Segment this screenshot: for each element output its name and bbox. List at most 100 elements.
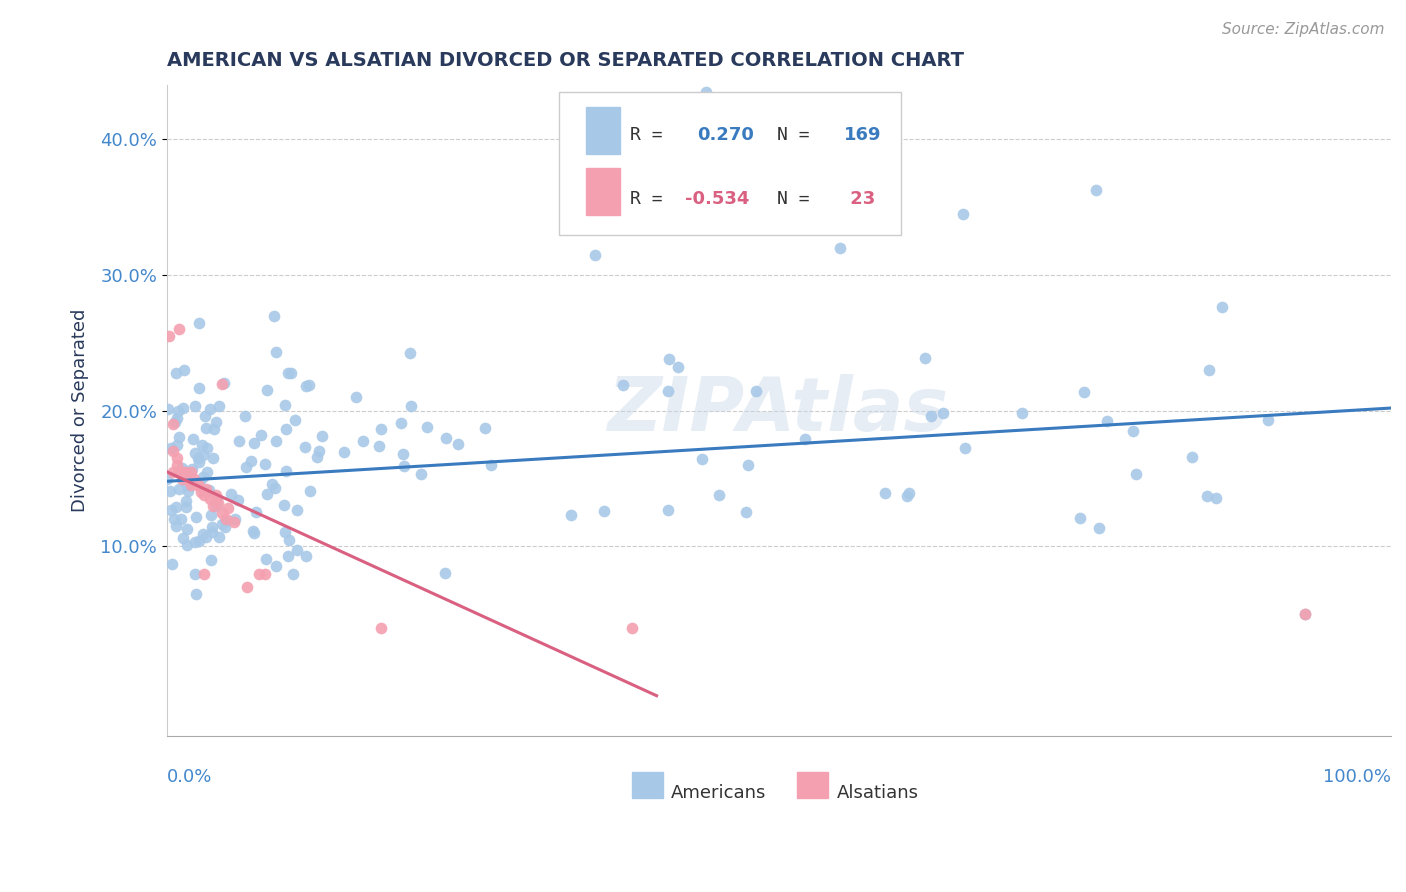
Point	[612, 377, 634, 392]
Point	[174, 465, 197, 479]
Point	[273, 498, 295, 512]
Point	[953, 441, 976, 455]
Point	[180, 465, 202, 479]
Point	[658, 351, 681, 366]
Point	[695, 85, 717, 99]
Point	[208, 399, 231, 413]
Point	[165, 518, 187, 533]
Point	[294, 440, 316, 454]
Point	[370, 422, 392, 436]
Point	[214, 514, 236, 528]
Point	[191, 438, 214, 452]
Text: 169: 169	[844, 127, 882, 145]
Point	[866, 153, 889, 167]
Point	[284, 413, 307, 427]
Point	[247, 566, 270, 581]
Text: N =: N =	[776, 190, 820, 208]
Point	[285, 503, 308, 517]
Point	[560, 508, 582, 522]
Point	[276, 422, 298, 436]
Point	[211, 376, 233, 391]
Point	[254, 552, 277, 566]
Point	[1073, 384, 1095, 399]
Point	[195, 421, 218, 435]
Point	[952, 207, 974, 221]
Point	[186, 586, 208, 600]
Point	[166, 410, 188, 425]
Point	[263, 481, 285, 495]
Point	[156, 472, 179, 486]
Point	[193, 470, 215, 484]
Bar	[633, 772, 662, 798]
Point	[263, 309, 285, 323]
Point	[162, 417, 184, 432]
Point	[191, 527, 214, 541]
Point	[184, 567, 207, 582]
Point	[205, 499, 228, 513]
Point	[897, 486, 920, 500]
Point	[346, 390, 368, 404]
Point	[294, 549, 316, 563]
Point	[1088, 521, 1111, 535]
Point	[172, 468, 194, 483]
Point	[180, 478, 202, 492]
Point	[200, 508, 222, 522]
Point	[1181, 450, 1204, 464]
Bar	[585, 107, 620, 153]
Point	[200, 520, 222, 534]
Point	[219, 486, 242, 500]
Point	[416, 420, 439, 434]
Point	[264, 559, 287, 574]
Point	[169, 430, 191, 444]
Point	[233, 409, 256, 423]
Point	[202, 499, 225, 513]
Point	[1294, 607, 1316, 622]
Point	[217, 501, 239, 516]
Point	[256, 487, 278, 501]
Point	[166, 438, 188, 452]
Point	[1257, 413, 1279, 427]
Point	[367, 439, 389, 453]
Point	[243, 526, 266, 541]
Point	[173, 363, 195, 377]
Point	[433, 566, 456, 581]
Point	[170, 512, 193, 526]
Text: Americans: Americans	[671, 784, 766, 802]
Point	[479, 458, 502, 472]
Text: 0.0%: 0.0%	[167, 768, 212, 786]
Text: 0.270: 0.270	[697, 127, 754, 145]
Point	[177, 475, 200, 489]
Point	[215, 512, 238, 526]
Point	[172, 531, 194, 545]
Point	[202, 450, 225, 465]
Point	[666, 359, 689, 374]
Point	[298, 484, 321, 499]
Point	[830, 241, 852, 255]
Point	[593, 504, 616, 518]
Text: ZIPAtlas: ZIPAtlas	[609, 375, 949, 447]
Point	[165, 366, 187, 380]
Point	[211, 516, 233, 531]
Point	[188, 475, 211, 490]
Point	[193, 488, 215, 502]
Point	[188, 533, 211, 548]
Point	[1198, 363, 1220, 377]
Point	[224, 515, 246, 529]
Point	[1097, 414, 1119, 428]
Point	[277, 549, 299, 564]
Point	[690, 452, 713, 467]
Point	[166, 451, 188, 466]
Point	[274, 464, 297, 478]
Point	[188, 316, 211, 330]
Point	[311, 429, 333, 443]
Point	[735, 505, 758, 519]
Point	[170, 472, 193, 486]
Point	[239, 453, 262, 467]
Point	[298, 378, 321, 392]
Point	[235, 580, 257, 594]
Point	[1197, 489, 1219, 503]
Point	[409, 467, 432, 481]
Point	[250, 427, 273, 442]
Point	[295, 379, 318, 393]
Point	[228, 434, 250, 448]
